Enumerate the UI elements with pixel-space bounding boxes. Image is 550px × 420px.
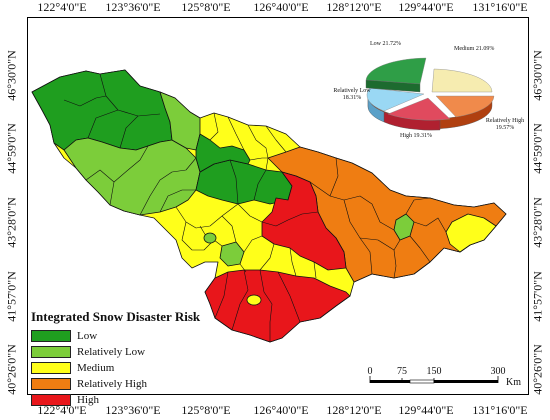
county-boundary bbox=[249, 157, 269, 171]
legend-label: Low bbox=[77, 330, 98, 342]
legend-label: Medium bbox=[77, 362, 115, 374]
bottom-tick: 125°8'0"E bbox=[181, 403, 231, 417]
county-boundary bbox=[109, 145, 149, 206]
county-boundary bbox=[227, 116, 245, 151]
region-rel-low-w bbox=[63, 137, 201, 216]
county-boundary bbox=[119, 115, 139, 149]
county-boundary bbox=[393, 249, 397, 279]
bottom-tick: 131°16'0"E bbox=[472, 403, 528, 417]
county-boundary bbox=[253, 169, 267, 201]
county-boundary bbox=[259, 243, 275, 271]
county-boundary bbox=[175, 203, 239, 229]
county-boundary bbox=[209, 112, 219, 141]
county-boundary bbox=[229, 159, 239, 205]
county-boundary bbox=[85, 169, 115, 183]
top-tick: 131°16'0"E bbox=[472, 0, 528, 14]
top-tick: 122°4'0"E bbox=[37, 0, 87, 14]
legend-label: High bbox=[77, 394, 99, 406]
county-boundary bbox=[243, 235, 263, 253]
county-boundary bbox=[139, 157, 197, 216]
pie-label-rel-low: Relatively Low 18.31% bbox=[333, 88, 371, 101]
bottom-tick: 122°4'0"E bbox=[37, 403, 87, 417]
county-boundary bbox=[261, 211, 319, 227]
county-boundary bbox=[247, 124, 269, 159]
region-high-south bbox=[204, 269, 351, 343]
pie-chart bbox=[365, 57, 495, 131]
county-boundary bbox=[265, 125, 287, 153]
pie-label-low: Low 21.72% bbox=[370, 41, 401, 47]
city-enclave bbox=[203, 232, 217, 244]
scale-label: 300 bbox=[490, 366, 506, 377]
scale-segment bbox=[409, 379, 435, 384]
legend-item-rel-low: Relatively Low bbox=[31, 344, 200, 360]
county-boundary bbox=[409, 235, 431, 263]
county-boundary bbox=[239, 263, 247, 273]
scale-segment bbox=[370, 380, 410, 383]
pie-slice-rel-low bbox=[366, 87, 425, 112]
scale-bar bbox=[369, 376, 499, 384]
county-boundary bbox=[359, 237, 401, 251]
pie-label-medium: Medium 21.09% bbox=[454, 46, 495, 52]
legend: Integrated Snow Disaster Risk Low Relati… bbox=[31, 309, 200, 408]
county-boundary bbox=[231, 269, 249, 331]
bottom-tick: 128°12'0"E bbox=[326, 403, 382, 417]
city-enclave-south bbox=[246, 294, 262, 306]
legend-item-high: High bbox=[31, 392, 200, 408]
legend-item-rel-high: Relatively High bbox=[31, 376, 200, 392]
county-boundary bbox=[214, 271, 229, 319]
county-boundary bbox=[221, 215, 237, 243]
top-tick: 125°8'0"E bbox=[181, 0, 231, 14]
county-boundary bbox=[159, 189, 196, 213]
scale-label: 75 bbox=[397, 366, 407, 377]
top-tick: 126°40'0"E bbox=[253, 0, 309, 14]
legend-swatch bbox=[31, 378, 71, 390]
bottom-tick: 123°36'0"E bbox=[105, 403, 161, 417]
top-tick: 129°44'0"E bbox=[398, 0, 454, 14]
county-boundary bbox=[413, 217, 447, 233]
top-tick: 123°36'0"E bbox=[105, 0, 161, 14]
county-boundary bbox=[259, 269, 273, 342]
top-tick: 128°12'0"E bbox=[326, 0, 382, 14]
scale-label: 150 bbox=[426, 366, 442, 377]
legend-item-medium: Medium bbox=[31, 360, 200, 376]
legend-swatch bbox=[31, 362, 71, 374]
county-boundary bbox=[87, 109, 119, 139]
county-boundary bbox=[313, 261, 317, 279]
county-boundary bbox=[237, 203, 263, 223]
scale-segment bbox=[434, 380, 498, 383]
region-medium-east bbox=[445, 213, 497, 253]
county-boundary bbox=[63, 95, 107, 107]
county-boundary bbox=[277, 271, 301, 323]
pie-label-high: High 19.31% bbox=[400, 133, 432, 139]
pie-slice-low-side bbox=[365, 79, 421, 93]
legend-item-low: Low bbox=[31, 328, 200, 344]
pie-slice-medium bbox=[431, 68, 493, 93]
legend-title: Integrated Snow Disaster Risk bbox=[31, 309, 201, 324]
scale-label: 0 bbox=[367, 366, 373, 377]
bottom-tick: 126°40'0"E bbox=[253, 403, 309, 417]
county-boundary bbox=[289, 247, 297, 277]
pie-slice-high bbox=[387, 97, 451, 121]
bottom-tick: 129°44'0"E bbox=[398, 403, 454, 417]
pie-slice-low bbox=[365, 57, 427, 85]
pie-label-rel-high: Relatively High 19.57% bbox=[485, 118, 525, 131]
scale-unit: Km bbox=[506, 377, 521, 388]
legend-label: Relatively Low bbox=[77, 346, 146, 358]
county-boundary bbox=[405, 197, 431, 215]
legend-swatch bbox=[31, 394, 71, 406]
legend-swatch bbox=[31, 330, 71, 342]
legend-swatch bbox=[31, 346, 71, 358]
legend-label: Relatively High bbox=[77, 378, 147, 390]
county-boundary bbox=[329, 157, 339, 197]
pie-slice-rel-high bbox=[435, 95, 495, 118]
